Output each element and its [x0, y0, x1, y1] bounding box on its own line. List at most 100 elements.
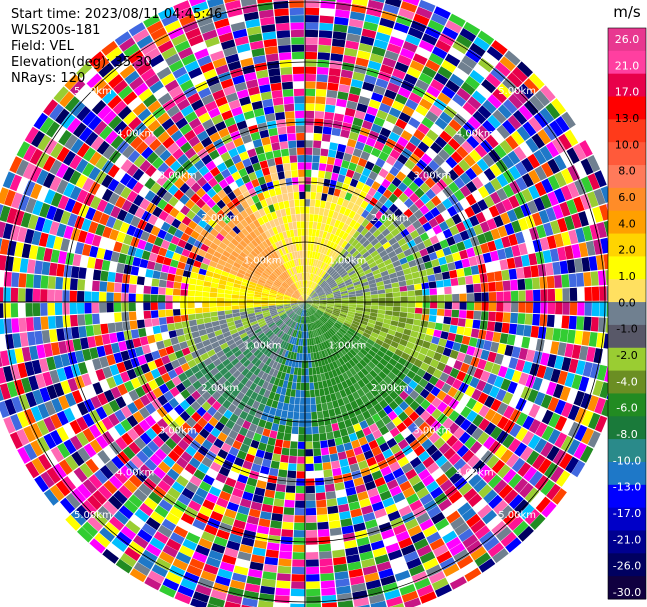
gate-cell	[348, 294, 356, 298]
gate-cell	[133, 562, 151, 576]
gate-cell	[238, 168, 248, 178]
gate-cell	[447, 386, 458, 398]
gate-cell	[488, 292, 497, 302]
gate-cell	[339, 428, 349, 437]
gate-cell	[487, 240, 497, 252]
gate-cell	[213, 536, 228, 547]
gate-cell	[473, 310, 482, 320]
gate-cell	[364, 254, 373, 262]
gate-cell	[459, 197, 471, 210]
gate-cell	[300, 296, 305, 302]
gate-cell	[23, 408, 36, 425]
gate-cell	[119, 222, 130, 234]
gate-cell	[202, 411, 213, 422]
gate-cell	[325, 308, 333, 313]
gate-cell	[283, 299, 291, 302]
gate-cell	[332, 288, 340, 293]
gate-cell	[275, 299, 283, 301]
gate-cell	[202, 307, 210, 313]
gate-cell	[290, 596, 305, 604]
gate-cell	[418, 326, 428, 334]
gate-cell	[490, 426, 503, 440]
gate-cell	[308, 323, 312, 331]
gate-cell	[440, 460, 453, 473]
gate-cell	[419, 248, 429, 257]
gate-cell	[298, 302, 305, 305]
gate-cell	[159, 272, 168, 281]
gate-cell	[77, 483, 92, 499]
gate-cell	[216, 302, 225, 307]
gate-cell	[173, 0, 191, 13]
gate-cell	[140, 41, 157, 55]
gate-cell	[388, 131, 400, 143]
gate-cell	[414, 307, 423, 314]
gate-cell	[200, 366, 210, 376]
gate-cell	[505, 453, 520, 468]
gate-cell	[335, 105, 346, 115]
gate-cell	[532, 351, 543, 364]
gate-cell	[175, 117, 188, 130]
gate-cell	[421, 254, 431, 263]
gate-cell	[528, 253, 538, 266]
gate-cell	[291, 313, 297, 320]
gate-cell	[316, 311, 322, 317]
gate-cell	[29, 166, 42, 183]
gate-cell	[573, 442, 587, 460]
gate-cell	[446, 510, 461, 524]
gate-cell	[290, 299, 298, 301]
gate-cell	[305, 37, 318, 45]
gate-cell	[311, 282, 315, 289]
gate-cell	[477, 504, 492, 519]
gate-cell	[471, 130, 485, 144]
gate-cell	[226, 393, 236, 403]
gate-cell	[168, 266, 177, 275]
gate-cell	[315, 321, 320, 328]
gate-cell	[249, 318, 257, 323]
gate-cell	[308, 288, 312, 296]
gate-cell	[224, 117, 236, 128]
gate-cell	[174, 245, 184, 255]
gate-cell	[290, 303, 298, 306]
gate-cell	[285, 291, 293, 296]
gate-cell	[402, 416, 414, 428]
gate-cell	[585, 208, 596, 225]
gate-cell	[332, 311, 340, 315]
gate-cell	[456, 87, 471, 102]
gate-cell	[279, 331, 285, 339]
gate-cell	[313, 313, 319, 320]
gate-cell	[270, 272, 278, 279]
gate-cell	[337, 398, 345, 407]
gate-cell	[362, 565, 378, 576]
gate-cell	[316, 374, 322, 382]
gate-cell	[63, 265, 73, 278]
gate-cell	[95, 368, 106, 382]
gate-cell	[132, 337, 142, 348]
gate-cell	[39, 358, 49, 373]
gate-cell	[224, 547, 239, 558]
gate-cell	[234, 234, 243, 243]
gate-cell	[213, 251, 222, 259]
gate-cell	[219, 490, 232, 502]
gate-cell	[453, 496, 467, 510]
gate-cell	[588, 332, 598, 347]
gate-cell	[197, 417, 208, 428]
gate-cell	[369, 53, 384, 64]
gate-cell	[18, 195, 30, 211]
gate-cell	[300, 338, 304, 346]
gate-cell	[126, 224, 137, 236]
gate-cell	[25, 303, 33, 317]
gate-cell	[508, 233, 518, 246]
gate-cell	[261, 215, 269, 224]
gate-cell	[319, 551, 332, 559]
gate-cell	[440, 264, 449, 273]
gate-cell	[25, 197, 37, 214]
gate-cell	[494, 444, 508, 459]
gate-cell	[407, 290, 415, 297]
gate-cell	[383, 3, 400, 15]
gate-cell	[119, 37, 136, 52]
gate-cell	[419, 346, 429, 356]
gate-cell	[263, 405, 271, 414]
gate-cell	[113, 79, 128, 95]
gate-cell	[488, 494, 503, 509]
gate-cell	[422, 66, 437, 79]
